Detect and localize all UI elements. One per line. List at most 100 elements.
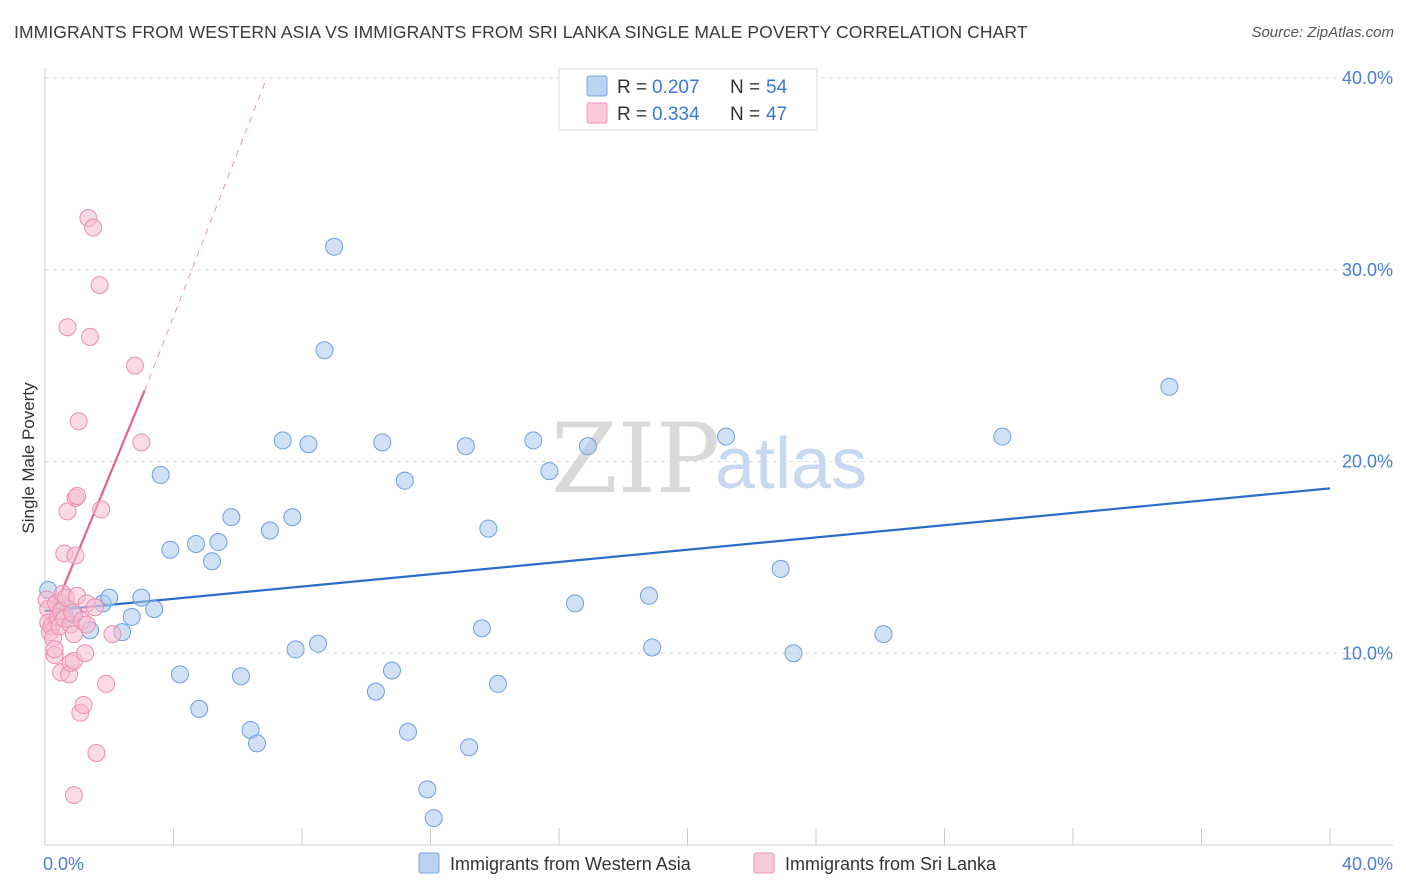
legend-r-value-sri-lanka: 0.334 <box>652 104 700 125</box>
watermark-zip: ZIP <box>551 403 720 515</box>
point-western-asia <box>993 427 1012 446</box>
point-sri-lanka <box>103 625 122 644</box>
trend-line-sri-lanka-extension <box>144 77 268 391</box>
point-western-asia <box>132 588 151 607</box>
point-sri-lanka <box>80 327 99 346</box>
watermark: ZIP atlas <box>551 403 867 515</box>
y-tick-label-10: 10.0% <box>1342 643 1393 663</box>
point-western-asia <box>771 559 790 578</box>
point-sri-lanka <box>69 412 88 431</box>
point-western-asia <box>479 519 498 538</box>
point-western-asia <box>325 237 344 256</box>
y-tick-labels: 10.0% 20.0% 30.0% 40.0% <box>1342 68 1393 663</box>
point-sri-lanka <box>90 276 109 295</box>
legend-swatch-western-asia <box>586 75 608 97</box>
point-sri-lanka <box>77 615 96 634</box>
point-western-asia <box>145 600 164 619</box>
point-sri-lanka <box>68 487 87 506</box>
gridlines <box>45 77 1393 654</box>
point-western-asia <box>1160 377 1179 396</box>
point-western-asia <box>524 431 543 450</box>
point-sri-lanka <box>58 318 77 337</box>
point-western-asia <box>399 722 418 741</box>
point-western-asia <box>366 682 385 701</box>
point-western-asia <box>540 462 559 481</box>
bottom-legend: Immigrants from Western Asia Immigrants … <box>418 852 997 874</box>
point-sri-lanka <box>97 674 116 693</box>
point-western-asia <box>395 471 414 490</box>
bottom-legend-label-sri-lanka: Immigrants from Sri Lanka <box>785 854 997 874</box>
point-sri-lanka <box>87 743 106 762</box>
point-sri-lanka <box>85 598 104 617</box>
point-sri-lanka <box>45 640 64 659</box>
point-sri-lanka <box>132 433 151 452</box>
point-western-asia <box>488 674 507 693</box>
point-western-asia <box>456 437 475 456</box>
point-western-asia <box>424 809 443 828</box>
legend-n-label: N = <box>730 77 760 98</box>
point-sri-lanka <box>84 218 103 237</box>
y-tick-label-40: 40.0% <box>1342 68 1393 88</box>
legend-r-label: R = <box>617 77 647 98</box>
point-sri-lanka <box>64 786 83 805</box>
trend-lines <box>43 77 1331 633</box>
point-western-asia <box>283 508 302 527</box>
point-sri-lanka <box>66 546 85 565</box>
point-sri-lanka <box>74 696 93 715</box>
point-western-asia <box>170 665 189 684</box>
x-tick-label-max: 40.0% <box>1342 854 1393 874</box>
point-western-asia <box>209 533 228 552</box>
legend-r-label: R = <box>617 104 647 125</box>
y-tick-label-20: 20.0% <box>1342 452 1393 472</box>
point-western-asia <box>222 508 241 527</box>
point-sri-lanka <box>58 502 77 521</box>
chart-title: IMMIGRANTS FROM WESTERN ASIA VS IMMIGRAN… <box>14 22 1028 42</box>
x-tick-label-min: 0.0% <box>43 854 84 874</box>
point-western-asia <box>373 433 392 452</box>
series-sri-lanka-points <box>37 208 151 805</box>
point-western-asia <box>460 738 479 757</box>
point-western-asia <box>203 552 222 571</box>
y-axis-label: Single Male Poverty <box>19 382 38 534</box>
point-western-asia <box>286 640 305 659</box>
point-sri-lanka <box>76 644 95 663</box>
point-western-asia <box>418 780 437 799</box>
point-western-asia <box>784 644 803 663</box>
bottom-legend-swatch-sri-lanka <box>753 852 775 874</box>
point-western-asia <box>315 341 334 360</box>
point-sri-lanka <box>125 356 144 375</box>
axes <box>44 68 1393 846</box>
point-western-asia <box>161 540 180 559</box>
x-tick-labels: 0.0% 40.0% <box>43 854 1393 874</box>
point-western-asia <box>309 634 328 653</box>
point-western-asia <box>260 521 279 540</box>
point-western-asia <box>299 435 318 454</box>
point-sri-lanka <box>64 625 83 644</box>
legend: R = 0.207 N = 54 R = 0.334 N = 47 <box>558 68 818 131</box>
bottom-legend-label-western-asia: Immigrants from Western Asia <box>450 854 692 874</box>
point-western-asia <box>639 586 658 605</box>
point-western-asia <box>231 667 250 686</box>
legend-swatch-sri-lanka <box>586 102 608 124</box>
point-western-asia <box>151 465 170 484</box>
legend-n-value-sri-lanka: 47 <box>766 104 787 125</box>
point-western-asia <box>578 437 597 456</box>
series-western-asia-points <box>39 237 1179 828</box>
bottom-legend-swatch-western-asia <box>418 852 440 874</box>
trend-line-western-asia <box>44 487 1331 613</box>
point-western-asia <box>190 699 209 718</box>
watermark-atlas: atlas <box>715 424 867 504</box>
point-western-asia <box>248 734 267 753</box>
point-western-asia <box>566 594 585 613</box>
source-credit: Source: ZipAtlas.com <box>1251 24 1394 41</box>
legend-r-value-western-asia: 0.207 <box>652 77 700 98</box>
legend-n-label: N = <box>730 104 760 125</box>
point-western-asia <box>874 625 893 644</box>
point-western-asia <box>717 427 736 446</box>
point-western-asia <box>643 638 662 657</box>
point-sri-lanka <box>92 500 111 519</box>
point-western-asia <box>122 607 141 626</box>
point-western-asia <box>382 661 401 680</box>
point-western-asia <box>472 619 491 638</box>
